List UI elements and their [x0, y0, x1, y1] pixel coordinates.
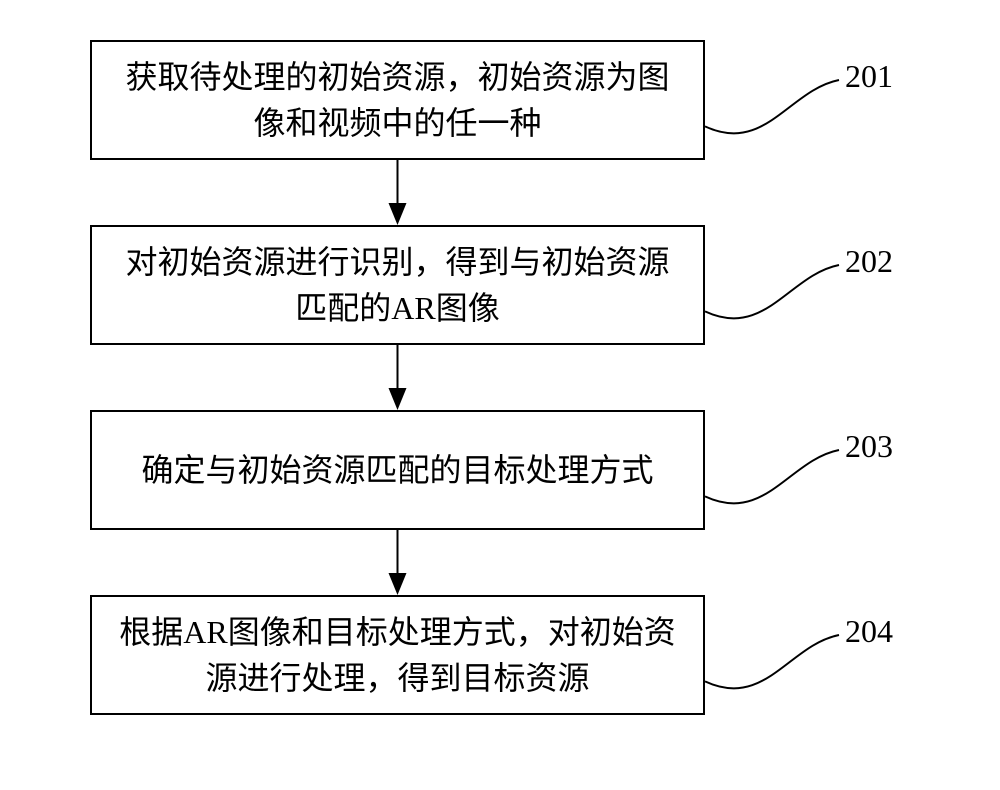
flowchart-canvas: 获取待处理的初始资源，初始资源为图像和视频中的任一种201对初始资源进行识别，得…	[0, 0, 1000, 790]
edge-n3-n4	[0, 0, 1000, 790]
